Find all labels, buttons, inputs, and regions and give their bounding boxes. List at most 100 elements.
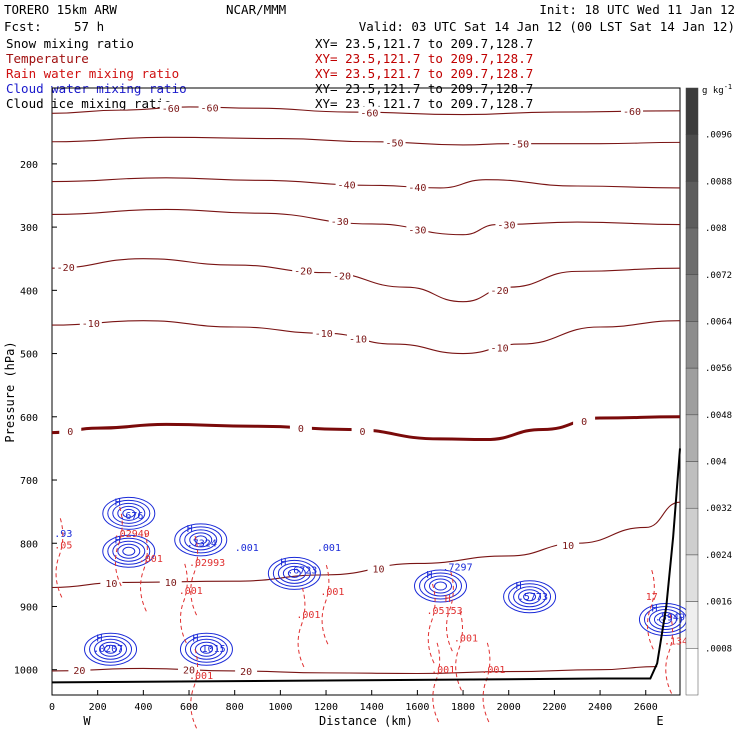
cloud-water-contour (123, 547, 135, 555)
cloud-water-label: .7324 (187, 538, 217, 549)
x-tick-label: 1400 (360, 702, 384, 713)
cloud-water-label: .5773 (518, 592, 548, 603)
cloud-water-label: H (280, 557, 286, 568)
rain-water-label: .02949 (114, 529, 150, 540)
cloud-water-label: H (115, 497, 121, 508)
isotherm-label: 10 (105, 579, 117, 590)
isotherm-line (52, 209, 680, 234)
isotherm-label: 10 (165, 578, 177, 589)
x-tick-label: 400 (134, 702, 152, 713)
cloud-water-label: H (97, 633, 103, 644)
colorbar-tick-label: .0048 (705, 411, 732, 421)
colorbar-tick-label: .0016 (705, 598, 732, 608)
field-xy-rain: XY= 23.5,121.7 to 209.7,128.7 (315, 66, 533, 81)
rain-water-label: 17 (646, 592, 658, 603)
field-name-rain: Rain water mixing ratio (6, 66, 179, 81)
rain-water-contour (180, 564, 187, 644)
colorbar-tick-label: .0032 (705, 504, 732, 514)
west-label: W (83, 714, 91, 728)
isotherm-label: -30 (497, 220, 515, 231)
isotherm-label: 0 (67, 427, 73, 438)
forecast-hours: 57 h (74, 19, 104, 34)
isotherm-label: -30 (408, 225, 426, 236)
colorbar-tick-label: .0024 (705, 551, 732, 561)
isotherm-line (52, 259, 680, 302)
colorbar-swatch (686, 321, 698, 368)
isotherm-label: -10 (349, 334, 367, 345)
colorbar-tick-label: .0096 (705, 131, 732, 141)
x-tick-label: 0 (49, 702, 55, 713)
x-tick-label: 1800 (451, 702, 475, 713)
field-xy-temperature: XY= 23.5,121.7 to 209.7,128.7 (315, 51, 533, 66)
isotherm-line (52, 137, 680, 145)
rain-water-contour (298, 588, 305, 668)
isotherm-label: 0 (360, 427, 366, 438)
colorbar-swatch (686, 602, 698, 649)
isotherm-label: 10 (373, 564, 385, 575)
center-title: NCAR/MMM (226, 2, 286, 17)
isotherm-label: -50 (511, 140, 529, 151)
cloud-water-label: H (427, 570, 433, 581)
isotherm-label: -40 (408, 183, 426, 194)
colorbar-swatch (686, 181, 698, 228)
init-time: Init: 18 UTC Wed 11 Jan 12 (539, 2, 735, 17)
rain-water-contour (433, 643, 440, 723)
isotherm-label: 20 (240, 667, 252, 678)
y-tick-label: 400 (20, 286, 38, 297)
x-tick-label: 2000 (497, 702, 521, 713)
colorbar-tick-label: .0056 (705, 364, 732, 374)
colorbar-swatch (686, 508, 698, 555)
isotherm-label: -60 (201, 103, 219, 114)
colorbar-swatch (686, 555, 698, 602)
x-tick-label: 2600 (634, 702, 658, 713)
colorbar-tick-label: .0072 (705, 271, 732, 281)
x-tick-label: 2400 (588, 702, 612, 713)
isotherm-label: -50 (386, 139, 404, 150)
x-tick-label: 2200 (542, 702, 566, 713)
isotherm-label: 0 (581, 417, 587, 428)
isotherm-label: -20 (57, 263, 75, 274)
rain-water-label: .02993 (189, 558, 225, 569)
isotherm-line (52, 502, 680, 587)
rain-water-contour (483, 643, 490, 723)
isotherm-line (52, 178, 680, 188)
rain-water-label: .001 (481, 665, 505, 676)
cloud-water-label: .0207 (93, 644, 123, 655)
x-axis-title: Distance (km) (319, 714, 413, 728)
rain-water-label: .001 (179, 586, 203, 597)
isotherm-label: 20 (73, 666, 85, 677)
rain-water-label: .001 (431, 665, 455, 676)
y-tick-label: 700 (20, 476, 38, 487)
valid-time: Valid: 03 UTC Sat 14 Jan 12 (00 LST Sat … (359, 19, 735, 34)
rain-water-label: .001 (454, 633, 478, 644)
colorbar-tick-label: .004 (705, 458, 727, 468)
y-tick-label: 600 (20, 413, 38, 424)
axes: 0 200 400 600 800 1000 1200 1400 1600 1800 2000 220… (14, 160, 658, 713)
colorbar-tick-label: .0088 (705, 177, 732, 187)
y-tick-label: 300 (20, 223, 38, 234)
y-tick-label: 500 (20, 350, 38, 361)
colorbar-swatch (686, 88, 698, 135)
field-legend: Snow mixing ratio XY= 23.5,121.7 to 209.… (6, 36, 533, 111)
isotherm-label: -20 (333, 272, 351, 283)
isotherm-label: -20 (491, 286, 509, 297)
terrain-line (52, 448, 680, 682)
cloud-water-label: .001 (317, 543, 341, 554)
cloud-water-label: H (516, 581, 522, 592)
cloud-water-label: .676 (119, 511, 143, 522)
y-axis-title: Pressure (hPa) (3, 341, 17, 442)
isotherm-label: -10 (82, 319, 100, 330)
isotherm-label: 0 (298, 424, 304, 435)
isotherm-label: -60 (162, 104, 180, 115)
colorbar-tick-label: .0064 (705, 317, 732, 327)
cloud-water-label: .7297 (443, 562, 473, 573)
rain-water-label: .001 (139, 554, 163, 565)
east-label: E (656, 714, 663, 728)
colorbar-swatch (686, 228, 698, 275)
colorbar-unit-base: g kg (702, 86, 724, 96)
field-name-temperature: Temperature (6, 51, 89, 66)
colorbar-tick-label: .008 (705, 224, 727, 234)
model-title: TORERO 15km ARW (4, 2, 117, 17)
rain-water-contour (322, 565, 329, 645)
